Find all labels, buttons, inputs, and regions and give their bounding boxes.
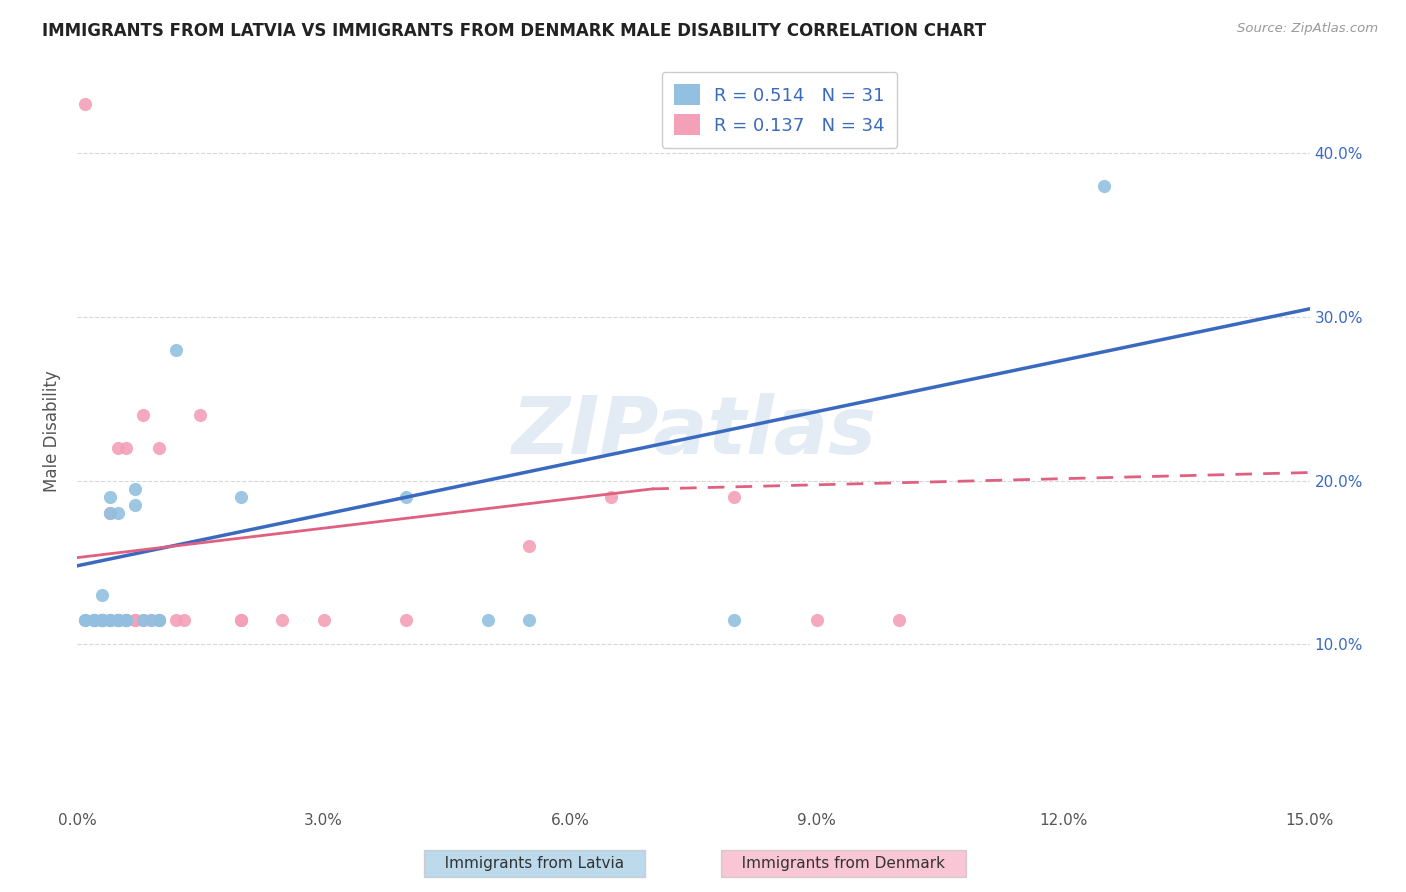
Point [312, 613, 335, 627]
Point [173, 613, 195, 627]
Point [165, 343, 187, 357]
Point [124, 498, 146, 512]
Point [132, 409, 155, 423]
Point [132, 613, 155, 627]
Point [600, 490, 623, 504]
Point [115, 613, 138, 627]
Point [107, 613, 129, 627]
Point [115, 613, 138, 627]
Point [124, 613, 146, 627]
Point [90, 613, 112, 627]
Point [83, 613, 105, 627]
Point [188, 409, 211, 423]
Point [107, 507, 129, 521]
Point [107, 613, 129, 627]
Point [231, 613, 253, 627]
Point [124, 482, 146, 496]
Point [517, 539, 540, 553]
Legend: R = 0.514   N = 31, R = 0.137   N = 34: R = 0.514 N = 31, R = 0.137 N = 34 [662, 71, 897, 148]
Text: Immigrants from Denmark: Immigrants from Denmark [727, 856, 960, 871]
Point [90, 613, 112, 627]
Text: Source: ZipAtlas.com: Source: ZipAtlas.com [1237, 22, 1378, 36]
Point [231, 613, 253, 627]
Point [887, 613, 910, 627]
Point [107, 441, 129, 455]
Point [98, 613, 121, 627]
Y-axis label: Male Disability: Male Disability [44, 371, 60, 492]
Point [107, 613, 129, 627]
Point [517, 613, 540, 627]
Point [75, 613, 97, 627]
Point [115, 613, 138, 627]
Point [148, 613, 170, 627]
Point [90, 588, 112, 602]
Text: IMMIGRANTS FROM LATVIA VS IMMIGRANTS FROM DENMARK MALE DISABILITY CORRELATION CH: IMMIGRANTS FROM LATVIA VS IMMIGRANTS FRO… [42, 22, 986, 40]
Point [75, 613, 97, 627]
Point [98, 613, 121, 627]
Point [115, 441, 138, 455]
Point [98, 613, 121, 627]
Point [395, 490, 418, 504]
Point [723, 613, 745, 627]
Point [124, 613, 146, 627]
Point [395, 613, 418, 627]
Point [83, 613, 105, 627]
Point [477, 613, 499, 627]
Point [107, 613, 129, 627]
Point [148, 613, 170, 627]
Point [165, 613, 187, 627]
Point [806, 613, 828, 627]
Point [98, 507, 121, 521]
Point [98, 507, 121, 521]
Point [90, 613, 112, 627]
Point [231, 490, 253, 504]
Point [107, 613, 129, 627]
Point [83, 613, 105, 627]
Point [148, 613, 170, 627]
Point [90, 613, 112, 627]
Point [1092, 179, 1115, 194]
Point [115, 613, 138, 627]
Point [90, 613, 112, 627]
Text: Immigrants from Latvia: Immigrants from Latvia [430, 856, 638, 871]
Point [723, 490, 745, 504]
Point [132, 613, 155, 627]
Point [83, 613, 105, 627]
Point [271, 613, 294, 627]
Point [148, 441, 170, 455]
Point [139, 613, 162, 627]
Point [90, 613, 112, 627]
Text: ZIPatlas: ZIPatlas [510, 392, 876, 471]
Point [139, 613, 162, 627]
Point [75, 97, 97, 112]
Point [98, 490, 121, 504]
